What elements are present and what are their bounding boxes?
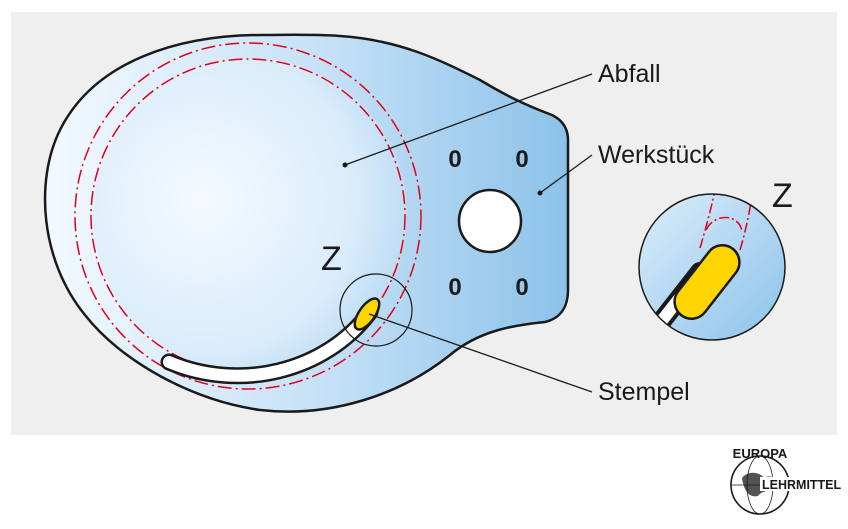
z-label-detail: Z	[772, 177, 793, 215]
detail-circle-border	[638, 193, 786, 341]
logo-text-backing	[760, 477, 840, 491]
detail-marker-circle	[339, 273, 413, 347]
detail-cut-line-right	[739, 194, 753, 251]
punch-detail	[673, 244, 741, 320]
hole-top-right: 0	[515, 146, 528, 173]
z-label-main: Z	[321, 240, 342, 278]
label-stempel: Stempel	[598, 378, 690, 406]
logo-text-lehrmittel: LEHRMITTEL	[762, 478, 842, 492]
label-werkstueck: Werkstück	[598, 141, 715, 169]
hole-top-left: 0	[448, 146, 461, 173]
leader-stempel	[368, 313, 593, 393]
waste-blank	[93, 58, 407, 372]
leader-abfall	[344, 73, 593, 166]
punch-main	[353, 297, 381, 331]
leader-abfall-dot	[342, 162, 348, 168]
detail-view	[638, 193, 786, 341]
leader-werkstueck	[539, 154, 593, 194]
logo-text-europa: EUROPA	[733, 446, 788, 461]
cut-slot-inner	[163, 306, 376, 382]
hole-bottom-right: 0	[515, 274, 528, 301]
leader-werkstueck-dot	[537, 190, 543, 196]
detail-cut-arc	[705, 216, 743, 233]
cut-line-outer	[74, 42, 422, 390]
europa-lehrmittel-logo: EUROPA LEHRMITTEL	[730, 446, 842, 515]
hole-bottom-left: 0	[448, 274, 461, 301]
center-hole	[457, 188, 523, 254]
label-abfall: Abfall	[598, 60, 661, 88]
